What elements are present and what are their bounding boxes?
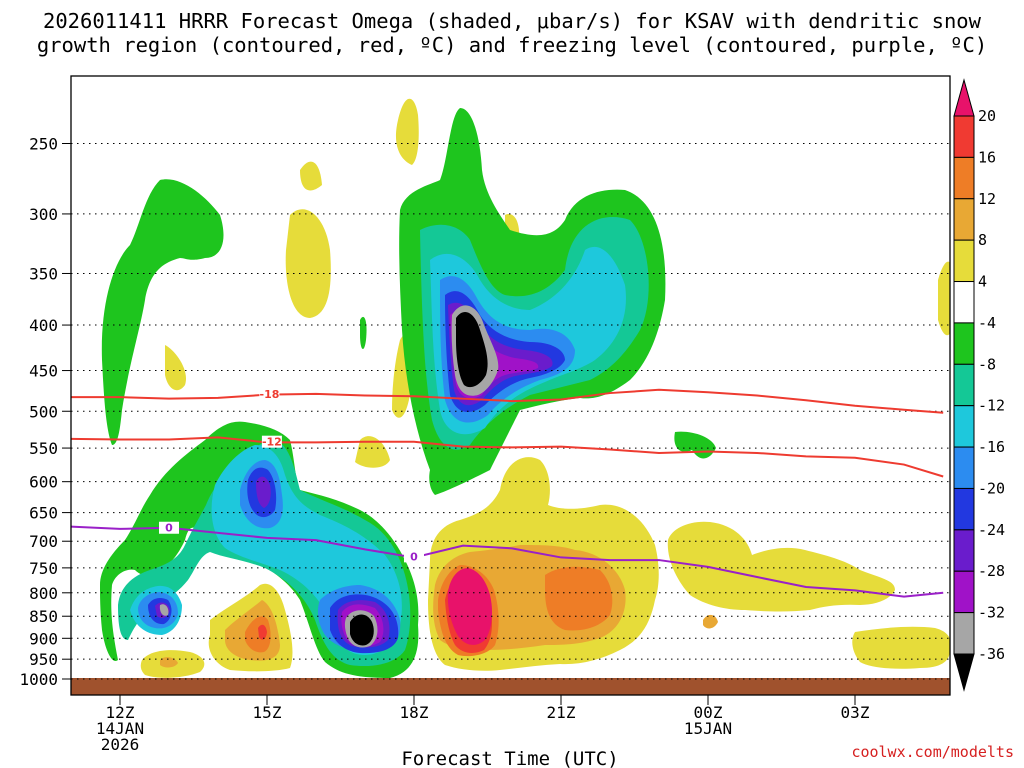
colorbar-segment-3	[953, 239, 975, 283]
omega-region-lower-magenta	[447, 568, 493, 645]
colorbar-segment-11	[953, 570, 975, 614]
colorbar-segment-0	[953, 115, 975, 158]
contour-label-bg-0	[259, 387, 280, 400]
y-tick-label-1000: 1000	[19, 670, 58, 689]
colorbar-segment-5	[953, 322, 975, 365]
y-tick-label-500: 500	[29, 402, 58, 421]
colorbar-segment-2	[953, 198, 975, 241]
contour-label-1: -12	[262, 436, 282, 449]
colorbar-top-arrow	[953, 78, 975, 117]
y-tick-label-400: 400	[29, 316, 58, 335]
colorbar-segment-6	[953, 363, 975, 407]
colorbar-label-3: 8	[978, 231, 987, 249]
colorbar-segment-9	[953, 487, 975, 531]
chart-title-line2: growth region (contoured, red, ºC) and f…	[37, 33, 987, 57]
omega-region-yellow-8	[938, 261, 950, 336]
omega-region-black-17z	[350, 614, 374, 646]
colorbar-label-1: 16	[978, 148, 996, 166]
y-tick-label-800: 800	[29, 584, 58, 603]
omega-region-yellow-2	[300, 161, 322, 191]
colorbar-label-9: -20	[978, 479, 1005, 497]
omega-region-yellow-4	[395, 98, 419, 165]
omega-region-lower-orange2-big	[545, 566, 613, 631]
contour-line-1	[71, 436, 944, 478]
y-tick-label-450: 450	[29, 362, 58, 381]
omega-region-green-00z	[674, 431, 716, 459]
x-axis-title: Forecast Time (UTC)	[401, 748, 618, 768]
contour-lines: -18 -12 0 0	[71, 387, 944, 598]
y-tick-label-300: 300	[29, 205, 58, 224]
colorbar-segment-4	[953, 281, 975, 324]
colorbar-bottom-arrow	[953, 653, 975, 692]
x-tick-label-5-0: 03Z	[841, 703, 870, 722]
colorbar-label-12: -32	[978, 604, 1005, 622]
y-axis-labels: 250 300 350 400 450 500 550 600 650 700 750 800 850 9…	[19, 135, 58, 690]
omega-region-lower-red-2	[245, 616, 271, 653]
omega-region-right-orange	[703, 614, 718, 629]
colorbar-label-7: -12	[978, 397, 1005, 415]
x-tick-label-0-2: 2026	[101, 735, 140, 754]
colorbar-segment-1	[953, 156, 975, 200]
chart-title-line1: 2026011411 HRRR Forecast Omega (shaded, …	[43, 9, 982, 33]
x-tick-label-4-0: 00Z	[694, 703, 723, 722]
omega-shading	[100, 98, 950, 678]
y-tick-label-600: 600	[29, 473, 58, 492]
y-tick-label-650: 650	[29, 504, 58, 523]
colorbar-segment-8	[953, 446, 975, 489]
y-tick-label-550: 550	[29, 439, 58, 458]
contour-label-2: 0	[165, 522, 173, 535]
colorbar-segment-10	[953, 529, 975, 572]
omega-region-lower-orange-1	[160, 657, 178, 668]
colorbar-label-8: -16	[978, 438, 1005, 456]
colorbar-label-10: -24	[978, 521, 1005, 539]
plot-frame	[70, 75, 951, 696]
colorbar-label-4: 4	[978, 273, 987, 291]
colorbar-label-5: -4	[978, 314, 996, 332]
colorbar-label-11: -28	[978, 562, 1005, 580]
y-tick-label-900: 900	[29, 629, 58, 648]
omega-region-right-yellow2	[852, 626, 950, 669]
contour-label-bg-3	[404, 550, 424, 563]
x-tick-label-3-0: 21Z	[547, 703, 576, 722]
omega-region-yellow-7	[355, 436, 390, 468]
contour-label-0: -18	[260, 388, 280, 401]
colorbar-segment-12	[953, 612, 975, 655]
ground-surface	[71, 678, 950, 695]
omega-region-lower-red2-2	[258, 624, 267, 640]
x-tick-label-2-0: 18Z	[400, 703, 429, 722]
x-tick-label-1-0: 15Z	[253, 703, 282, 722]
colorbar-segment-7	[953, 405, 975, 448]
y-tick-label-700: 700	[29, 532, 58, 551]
contour-label-3: 0	[410, 550, 418, 563]
omega-region-green-small	[360, 316, 367, 350]
y-tick-label-250: 250	[29, 135, 58, 154]
x-tick-label-4-1: 15JAN	[684, 719, 732, 738]
colorbar-label-6: -8	[978, 355, 996, 373]
colorbar-label-2: 12	[978, 190, 996, 208]
contour-line-0	[71, 388, 944, 414]
omega-region-indigo-15z	[256, 476, 271, 508]
credit-link[interactable]: coolwx.com/modelts	[851, 743, 1014, 761]
colorbar-label-13: -36	[978, 645, 1005, 663]
y-tick-label-950: 950	[29, 650, 58, 669]
contour-label-bg-1	[261, 435, 282, 448]
x-tick-label-0-1: 14JAN	[96, 719, 144, 738]
omega-region-yellow-3	[285, 209, 331, 318]
colorbar-label-0: 20	[978, 107, 996, 125]
omega-region-gray-13z	[159, 604, 169, 616]
omega-region-19z-upper-black	[456, 311, 488, 388]
x-tick-label-0-0: 12Z	[106, 703, 135, 722]
omega-colorbar: 20 16 12 8 4 -4 -8 -12 -16 -20 -24 -28 -32 -36	[953, 78, 1005, 692]
contour-line-2	[71, 525, 944, 598]
pressure-grid	[62, 143, 950, 705]
y-tick-label-850: 850	[29, 607, 58, 626]
y-tick-label-750: 750	[29, 559, 58, 578]
omega-region-yellow-1	[165, 345, 186, 391]
y-tick-label-350: 350	[29, 264, 58, 283]
contour-label-bg-2	[159, 521, 179, 534]
omega-region-upper-left	[101, 179, 224, 446]
